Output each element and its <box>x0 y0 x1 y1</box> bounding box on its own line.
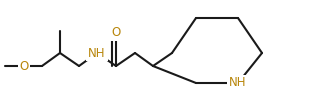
Text: NH: NH <box>229 77 247 90</box>
Text: NH: NH <box>88 46 106 60</box>
Text: O: O <box>111 26 121 39</box>
Text: O: O <box>19 60 29 73</box>
